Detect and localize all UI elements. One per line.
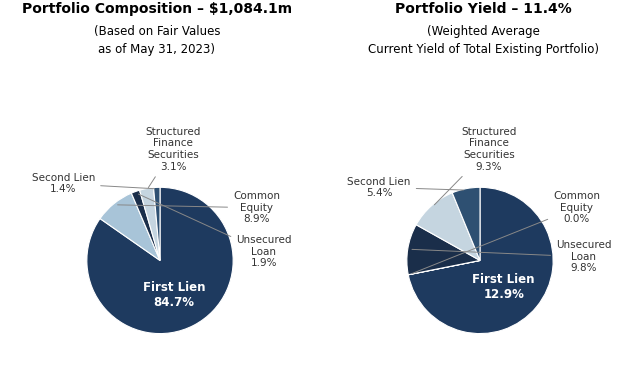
Text: Common
Equity
0.0%: Common Equity 0.0% — [412, 191, 600, 273]
Wedge shape — [416, 193, 480, 260]
Text: Structured
Finance
Securities
9.3%: Structured Finance Securities 9.3% — [435, 127, 516, 205]
Text: Portfolio Yield – 11.4%: Portfolio Yield – 11.4% — [395, 2, 572, 16]
Text: Second Lien
5.4%: Second Lien 5.4% — [348, 176, 463, 198]
Text: (Weighted Average
Current Yield of Total Existing Portfolio): (Weighted Average Current Yield of Total… — [368, 25, 598, 56]
Text: Second Lien
1.4%: Second Lien 1.4% — [32, 173, 154, 194]
Wedge shape — [408, 260, 480, 275]
Text: First Lien
12.9%: First Lien 12.9% — [472, 273, 535, 301]
Wedge shape — [100, 193, 160, 260]
Text: Common
Equity
8.9%: Common Equity 8.9% — [118, 191, 280, 224]
Wedge shape — [407, 225, 480, 275]
Text: (Based on Fair Values
as of May 31, 2023): (Based on Fair Values as of May 31, 2023… — [93, 25, 220, 56]
Text: Structured
Finance
Securities
3.1%: Structured Finance Securities 3.1% — [145, 127, 201, 187]
Wedge shape — [131, 190, 160, 260]
Text: First Lien
84.7%: First Lien 84.7% — [143, 281, 205, 309]
Text: Portfolio Composition – $1,084.1m: Portfolio Composition – $1,084.1m — [22, 2, 292, 16]
Wedge shape — [87, 187, 233, 333]
Text: Unsecured
Loan
9.8%: Unsecured Loan 9.8% — [412, 240, 612, 273]
Text: Unsecured
Loan
1.9%: Unsecured Loan 1.9% — [138, 194, 292, 268]
Wedge shape — [140, 187, 160, 260]
Wedge shape — [154, 187, 160, 260]
Wedge shape — [408, 187, 553, 333]
Wedge shape — [452, 187, 480, 260]
